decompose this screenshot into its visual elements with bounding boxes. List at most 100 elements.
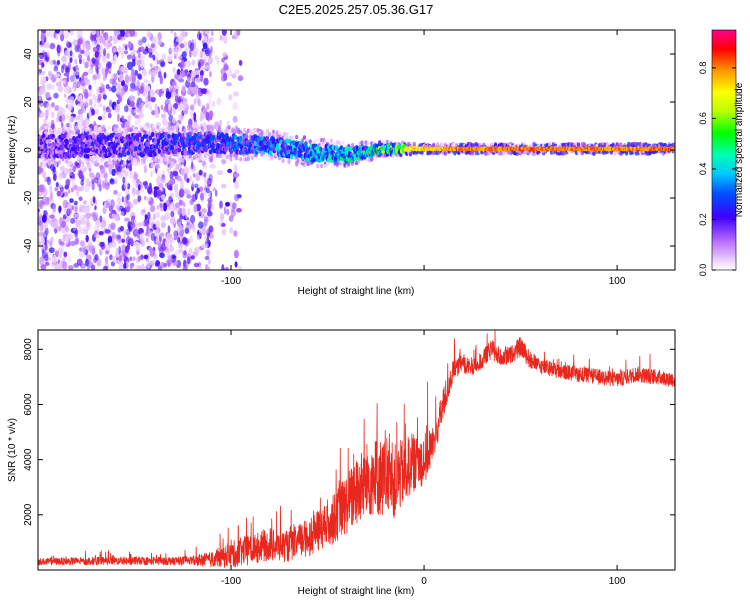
spectrogram-cell: [266, 128, 270, 134]
spectrogram-cell: [209, 156, 214, 163]
spectrogram-cell: [106, 198, 112, 204]
spectrogram-cell: [412, 141, 416, 147]
spectrogram-cell: [137, 195, 142, 202]
spectrogram-cell: [102, 265, 108, 270]
spectrogram-cell: [134, 69, 139, 76]
spectrogram-cell: [181, 85, 186, 93]
spectrogram-cell: [78, 100, 85, 109]
spectrogram-cell: [40, 125, 44, 131]
spectrogram-cell: [193, 70, 200, 76]
spectrogram-cell: [146, 31, 152, 38]
spectrogram-cell: [138, 47, 142, 53]
spectrogram-cell: [205, 187, 210, 194]
spectrogram-cell: [81, 73, 85, 81]
spectrogram-cell: [39, 235, 45, 241]
spectrogram-cell: [96, 155, 100, 161]
spectrogram-cell: [227, 125, 231, 130]
spectrogram-cell: [137, 265, 142, 270]
spectrogram-cell: [126, 54, 132, 60]
spectrogram-cell: [60, 165, 65, 172]
spectrogram-cell: [162, 188, 166, 194]
spectrogram-cell: [42, 83, 46, 88]
spectrogram-cell: [221, 128, 225, 133]
spectrogram-cell: [78, 170, 83, 180]
spectrogram-cell: [190, 114, 194, 120]
spectrogram-cell: [143, 164, 147, 174]
spectrogram-cell: [47, 139, 52, 144]
spectrogram-cell: [150, 132, 155, 137]
spectrogram-cell: [185, 190, 191, 196]
spectrogram-cell: [223, 64, 229, 71]
spectrogram-cell: [38, 52, 45, 60]
spectrogram-cell: [121, 196, 125, 203]
spectrogram-cell: [193, 112, 197, 121]
spectrogram-cell: [150, 163, 156, 169]
spectrogram-cell: [177, 104, 182, 112]
spectrogram-cell: [134, 173, 139, 181]
spectrogram-cell: [194, 191, 198, 200]
spectrogram-cell: [73, 263, 80, 268]
spectrogram-cell: [56, 263, 62, 270]
spectrogram-cell: [70, 30, 74, 36]
spectrogram-cell: [205, 265, 209, 270]
spectrogram-cell: [179, 30, 186, 39]
spectrogram-cell: [111, 213, 116, 219]
spectrogram-cell: [98, 184, 102, 192]
spectrogram-cell: [185, 59, 190, 69]
spectrogram-cell: [60, 145, 65, 151]
spectrogram-cell: [289, 154, 294, 160]
spectrogram-cell: [69, 124, 72, 129]
spectrogram-cell: [149, 106, 153, 112]
spectrogram-cell: [103, 48, 107, 57]
spectrogram-cell: [204, 30, 210, 35]
spectrogram-cell: [185, 214, 189, 220]
spectrogram-cell: [221, 222, 226, 227]
spectrogram-cell: [236, 30, 241, 36]
spectrogram-cell: [107, 158, 111, 163]
spectrogram-cell: [85, 258, 89, 267]
spectrogram-cell: [77, 114, 81, 120]
spectrogram-cell: [104, 71, 108, 79]
spectrogram-cell: [234, 193, 240, 202]
spectrogram-cell: [105, 83, 110, 90]
spectrogram-cell: [130, 109, 136, 116]
spectrogram-cell: [67, 255, 72, 264]
spectrogram-cell: [164, 239, 170, 248]
spectrogram-cell: [66, 74, 70, 83]
spectrogram-cell: [62, 79, 67, 85]
spectrogram-cell: [144, 103, 149, 108]
spectrogram-cell: [91, 30, 97, 36]
spectrogram-cell: [55, 182, 59, 188]
spectrogram-cell: [63, 93, 67, 98]
spectrogram-cell: [39, 184, 46, 193]
spectrogram-cell: [118, 265, 125, 270]
spectrogram-cell: [162, 202, 168, 212]
spectrogram-cell: [366, 141, 370, 146]
spectrogram-cell: [105, 33, 109, 42]
spectrogram-cell: [193, 41, 197, 50]
spectrogram-cell: [179, 43, 185, 49]
spectrogram-cell: [45, 42, 50, 49]
spectrogram-cell: [71, 173, 76, 180]
spectrogram-cell: [324, 139, 328, 144]
spectrogram-cell: [65, 159, 69, 164]
spectrogram-cell: [203, 172, 207, 178]
spectrogram-cell: [208, 124, 212, 130]
spectrogram-cell: [157, 189, 162, 196]
spectrogram-cell: [78, 196, 83, 201]
spectrogram-cell: [128, 75, 132, 82]
spectrogram-cell: [177, 237, 181, 244]
spectrogram-cell: [119, 225, 124, 232]
spectrogram-cell: [57, 87, 63, 93]
spectrogram-cell: [48, 187, 51, 196]
spectrogram-cell: [150, 170, 153, 178]
spectrogram-cell: [175, 37, 181, 43]
spectrogram-cell: [97, 97, 101, 104]
spectrogram-cell: [38, 165, 42, 174]
spectrogram-cell: [160, 104, 164, 111]
spectrogram-cell: [238, 59, 243, 66]
spectrogram-cell: [142, 181, 148, 186]
spectrogram-cell: [222, 52, 227, 57]
spectrogram-cell: [331, 164, 335, 169]
